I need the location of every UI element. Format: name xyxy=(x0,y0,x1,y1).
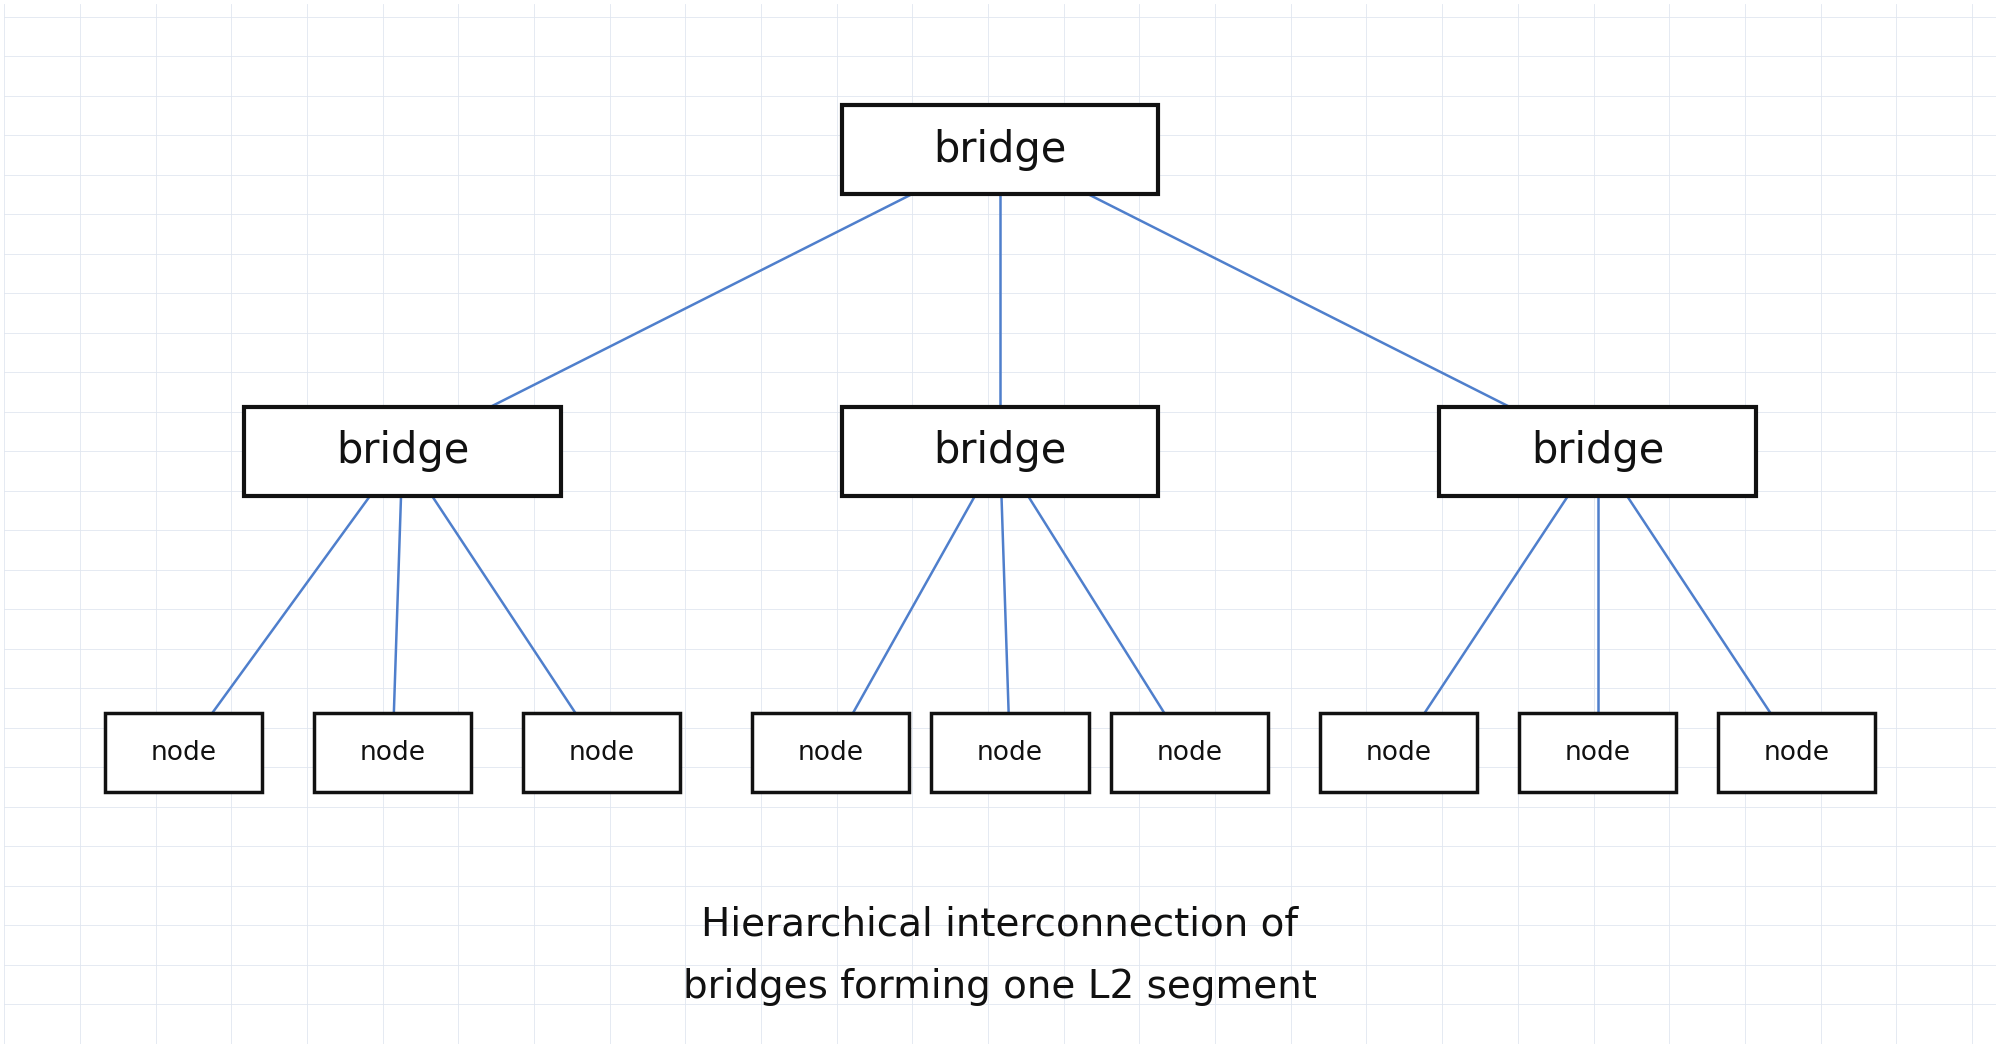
FancyBboxPatch shape xyxy=(842,105,1158,195)
Text: bridge: bridge xyxy=(1530,431,1664,473)
FancyBboxPatch shape xyxy=(244,407,560,496)
FancyBboxPatch shape xyxy=(1110,714,1268,792)
Text: node: node xyxy=(798,740,864,766)
Text: node: node xyxy=(1564,740,1630,766)
FancyBboxPatch shape xyxy=(1718,714,1876,792)
FancyBboxPatch shape xyxy=(1440,407,1756,496)
Text: node: node xyxy=(568,740,634,766)
Text: node: node xyxy=(360,740,426,766)
FancyBboxPatch shape xyxy=(314,714,472,792)
FancyBboxPatch shape xyxy=(1518,714,1676,792)
FancyBboxPatch shape xyxy=(104,714,262,792)
Text: node: node xyxy=(976,740,1042,766)
Text: bridge: bridge xyxy=(336,431,470,473)
FancyBboxPatch shape xyxy=(522,714,680,792)
FancyBboxPatch shape xyxy=(842,407,1158,496)
Text: bridge: bridge xyxy=(934,129,1066,171)
Text: node: node xyxy=(1156,740,1222,766)
FancyBboxPatch shape xyxy=(752,714,910,792)
FancyBboxPatch shape xyxy=(1320,714,1478,792)
Text: bridge: bridge xyxy=(934,431,1066,473)
FancyBboxPatch shape xyxy=(932,714,1088,792)
Text: node: node xyxy=(150,740,216,766)
Text: Hierarchical interconnection of: Hierarchical interconnection of xyxy=(702,905,1298,943)
Text: node: node xyxy=(1366,740,1432,766)
Text: bridges forming one L2 segment: bridges forming one L2 segment xyxy=(684,967,1316,1006)
Text: node: node xyxy=(1764,740,1830,766)
